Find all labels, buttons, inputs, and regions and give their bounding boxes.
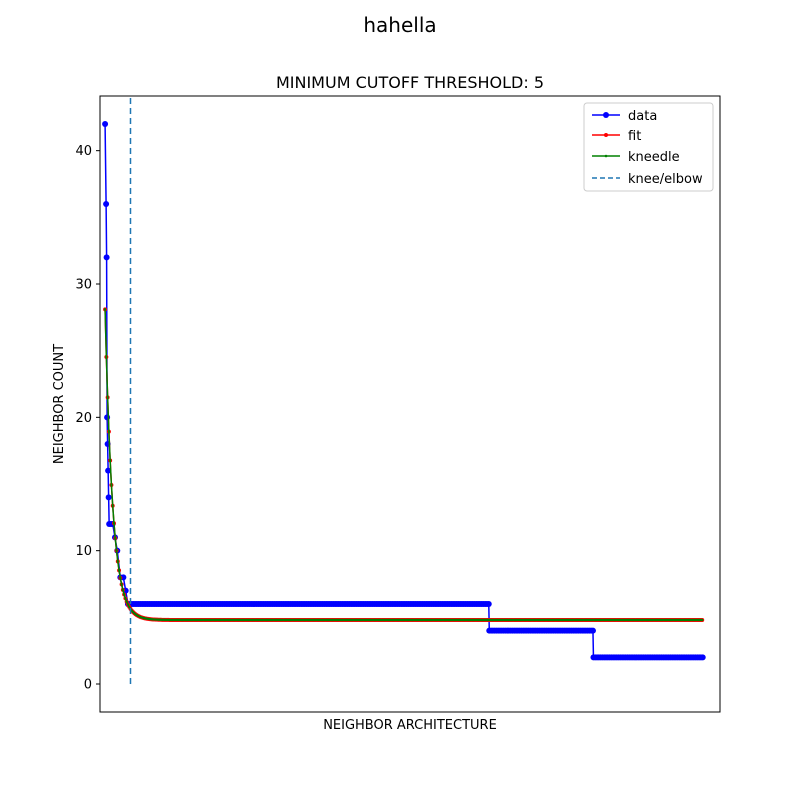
y-tick-label-1: 10: [75, 544, 92, 559]
kneedle-point-13: [120, 583, 123, 586]
data-point-1: [103, 201, 110, 207]
data-point-217: [485, 601, 492, 607]
kneedle-point-3: [107, 430, 111, 433]
kneedle-point-10: [116, 560, 119, 563]
data-point-2: [103, 254, 110, 261]
kneedle-point-4: [108, 459, 112, 462]
kneedle-point-5: [110, 483, 113, 487]
data-point-338: [699, 654, 706, 661]
chart-suptitle: hahella: [363, 13, 436, 37]
kneedle-point-12: [119, 576, 122, 580]
kneedle-point-16: [124, 597, 127, 600]
kneedle-point-2: [106, 396, 109, 399]
series-kneedle-line: [104, 309, 703, 621]
data-point-5: [105, 467, 112, 474]
kneedle-point-14: [121, 588, 125, 592]
legend-kneedle-marker: [604, 154, 608, 158]
kneedle-point-17: [125, 600, 128, 603]
data-point-3: [104, 414, 111, 421]
kneedle-point-470: [701, 618, 704, 622]
plot-frame: [99, 95, 721, 713]
kneedle-point-8: [114, 536, 117, 540]
x-axis-label: NEIGHBOR ARCHITECTURE: [323, 718, 497, 733]
y-axis-label: NEIGHBOR COUNT: [52, 344, 67, 464]
kneedle-point-7: [112, 522, 116, 525]
kneedle-point-15: [122, 593, 126, 596]
kneedle-point-9: [115, 549, 118, 552]
y-ticks: 0 10 20 30 40: [75, 144, 100, 693]
kneedle-point-19: [128, 605, 131, 609]
data-point-6: [105, 494, 112, 501]
chart-title: MINIMUM CUTOFF THRESHOLD: 5: [276, 73, 544, 92]
kneedle-point-0: [103, 308, 107, 311]
y-tick-label-2: 20: [75, 411, 92, 426]
legend-knee-label: knee/elbow: [628, 172, 703, 187]
legend-fit-label: fit: [628, 129, 641, 144]
y-tick-label-3: 30: [75, 278, 92, 293]
legend-kneedle-label: kneedle: [628, 150, 680, 165]
series-data-line: [104, 123, 703, 659]
y-tick-label-4: 40: [75, 144, 92, 159]
y-tick-label-0: 0: [84, 678, 92, 693]
legend-data-label: data: [628, 109, 657, 124]
kneedle-point-18: [126, 603, 130, 606]
legend-data-marker: [603, 112, 609, 118]
kneedle-point-6: [111, 504, 114, 507]
series-fit-line: [104, 309, 703, 621]
data-point-276: [589, 627, 596, 634]
plot-marks: [102, 97, 706, 684]
data-point-0: [102, 121, 109, 127]
legend-fit-marker: [604, 133, 608, 137]
legend: data fit kneedle knee/elbow: [583, 102, 714, 192]
kneedle-point-1: [105, 355, 108, 359]
legend-box: [583, 102, 714, 192]
kneedle-point-11: [117, 569, 121, 572]
